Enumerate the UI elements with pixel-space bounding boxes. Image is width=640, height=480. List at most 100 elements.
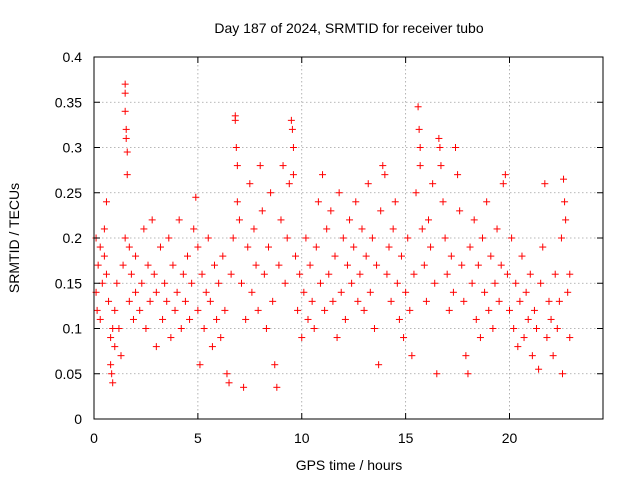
y-axis-label: SRMTID / TECUs	[6, 183, 22, 293]
data-point	[96, 315, 104, 323]
data-point	[232, 144, 240, 151]
data-point	[512, 279, 520, 287]
data-point	[543, 334, 551, 342]
data-point	[560, 175, 568, 183]
data-point	[460, 297, 468, 305]
data-point	[248, 288, 256, 296]
data-point	[321, 306, 329, 314]
data-point	[449, 288, 457, 296]
data-point	[406, 306, 414, 314]
data-point	[260, 270, 268, 278]
data-point	[256, 162, 264, 170]
y-tick-label: 0.2	[63, 230, 83, 246]
data-point	[464, 370, 472, 378]
data-point	[557, 234, 565, 242]
data-point	[393, 279, 401, 287]
data-point	[202, 288, 210, 296]
data-point	[566, 270, 574, 278]
x-tick-label: 20	[502, 430, 518, 446]
x-tick-labels: 0 5 10 15 20	[90, 430, 517, 446]
data-point	[298, 334, 306, 342]
data-point	[325, 270, 333, 278]
data-point	[279, 162, 287, 170]
data-point	[358, 225, 366, 233]
data-point	[518, 252, 526, 260]
y-tick-label: 0	[74, 411, 82, 427]
data-point	[167, 334, 175, 342]
data-point	[370, 325, 378, 332]
data-point	[364, 180, 372, 188]
data-point	[510, 325, 518, 332]
data-point	[564, 288, 572, 296]
data-point	[123, 148, 131, 156]
data-point	[429, 180, 437, 188]
data-point	[289, 171, 297, 179]
data-point	[107, 334, 115, 342]
data-point	[132, 252, 140, 260]
data-point	[433, 370, 441, 378]
axis-ticks	[93, 56, 603, 420]
data-point	[485, 306, 493, 314]
data-point	[100, 252, 108, 260]
data-point	[343, 261, 351, 269]
data-point	[375, 361, 383, 369]
data-point	[148, 216, 156, 224]
data-point	[121, 89, 129, 97]
data-point	[136, 306, 144, 314]
data-point	[181, 297, 189, 305]
data-point	[437, 162, 445, 170]
data-point	[414, 103, 422, 111]
data-point	[462, 352, 470, 360]
data-point	[267, 189, 275, 197]
data-point	[541, 180, 549, 188]
data-point	[215, 279, 223, 287]
data-point	[526, 270, 534, 278]
data-point	[177, 325, 185, 332]
data-point	[152, 343, 160, 351]
data-point	[445, 306, 453, 314]
data-point	[221, 306, 229, 314]
data-point	[233, 162, 241, 170]
x-tick-label: 5	[194, 430, 202, 446]
data-point	[495, 297, 503, 305]
data-point	[165, 234, 173, 242]
data-point	[105, 297, 113, 305]
data-point	[161, 279, 169, 287]
data-point	[454, 171, 462, 179]
data-point	[287, 116, 295, 124]
data-point	[362, 252, 370, 260]
data-point	[208, 343, 216, 351]
data-point	[522, 288, 530, 296]
data-point	[121, 107, 129, 115]
data-point	[481, 288, 489, 296]
data-point	[566, 334, 574, 342]
data-point	[366, 288, 374, 296]
data-point	[121, 80, 129, 88]
data-point	[483, 198, 491, 206]
data-point	[150, 270, 158, 278]
data-point	[294, 306, 302, 314]
data-point	[300, 288, 308, 296]
data-point	[265, 243, 273, 251]
data-point	[240, 383, 248, 391]
data-points	[92, 80, 574, 391]
data-point	[142, 325, 150, 332]
data-point	[206, 297, 214, 305]
data-point	[200, 325, 208, 332]
data-point	[558, 370, 566, 378]
data-point	[530, 306, 538, 314]
data-point	[360, 306, 368, 314]
data-point	[109, 379, 117, 387]
data-point	[159, 315, 167, 323]
y-tick-label: 0.1	[63, 321, 83, 337]
y-tick-label: 0.25	[55, 185, 82, 201]
data-point	[323, 225, 331, 233]
data-point	[188, 279, 196, 287]
data-point	[186, 315, 194, 323]
data-point	[329, 297, 337, 305]
data-point	[192, 193, 200, 201]
data-point	[443, 270, 451, 278]
data-point	[132, 288, 140, 296]
y-tick-label: 0.3	[63, 140, 83, 156]
